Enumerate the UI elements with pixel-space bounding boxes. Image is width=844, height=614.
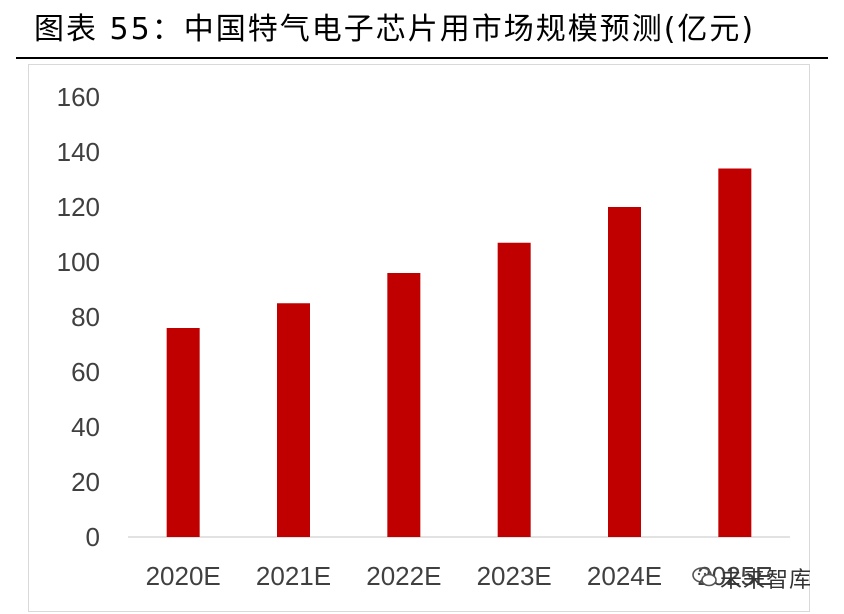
watermark: 未来智库 xyxy=(690,560,840,596)
title-divider xyxy=(16,57,828,59)
bar-2024E xyxy=(608,207,641,537)
x-tick-label: 2021E xyxy=(256,561,331,591)
chart-title: 图表 55：中国特气电子芯片用市场规模预测(亿元) xyxy=(34,12,756,47)
x-tick-label: 2024E xyxy=(587,561,662,591)
bar-2022E xyxy=(387,273,421,537)
watermark-text: 未来智库 xyxy=(720,568,813,593)
x-tick-label: 2023E xyxy=(477,561,552,591)
y-tick-label: 60 xyxy=(71,357,100,387)
chart-frame xyxy=(28,64,810,612)
bars xyxy=(166,168,752,537)
y-tick-label: 0 xyxy=(86,522,100,552)
y-tick-label: 160 xyxy=(57,82,100,112)
wechat-icon xyxy=(692,567,717,587)
y-tick-label: 100 xyxy=(57,247,100,277)
y-tick-label: 80 xyxy=(71,302,100,332)
y-tick-label: 140 xyxy=(57,137,100,167)
x-axis: 2020E 2021E 2022E 2023E 2024E 2025E xyxy=(146,561,773,591)
x-tick-label: 2020E xyxy=(146,561,221,591)
y-tick-label: 20 xyxy=(71,467,100,497)
y-tick-label: 120 xyxy=(57,192,100,222)
bar-2025E xyxy=(718,168,752,537)
bar-2020E xyxy=(166,328,200,537)
bar-2021E xyxy=(277,303,310,537)
x-tick-label: 2022E xyxy=(366,561,441,591)
y-axis: 0 20 40 60 80 100 120 140 160 xyxy=(57,82,100,552)
bar-2023E xyxy=(497,242,531,537)
y-tick-label: 40 xyxy=(71,412,100,442)
